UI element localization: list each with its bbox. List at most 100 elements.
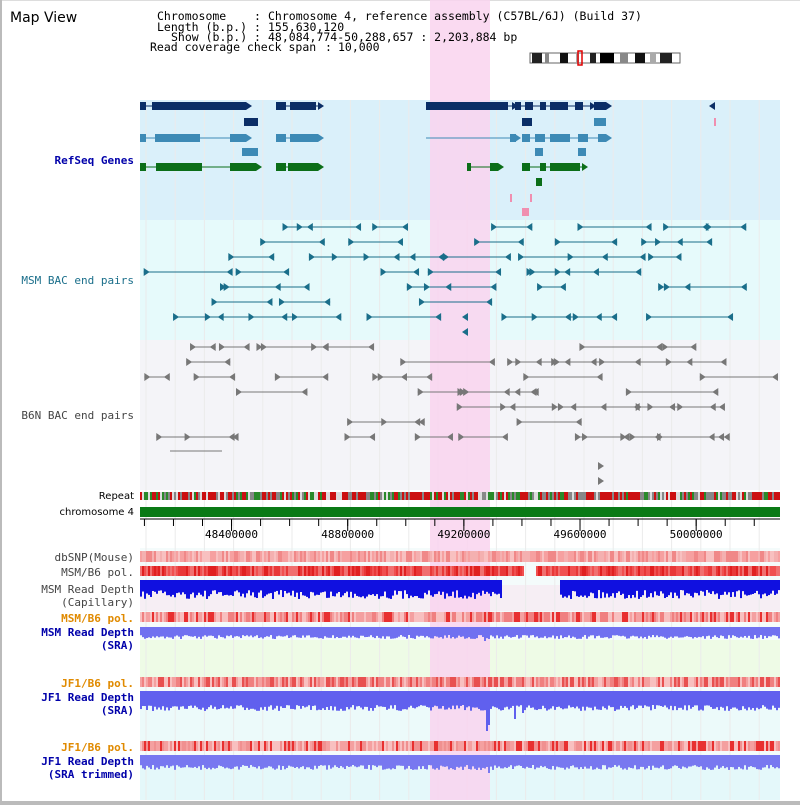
jf1-depth-sra-bar	[738, 691, 740, 711]
msm-b6-pol-strip	[656, 566, 658, 576]
msm-depth-capillary-bar	[400, 580, 402, 592]
jf1-depth-sra-bar	[408, 691, 410, 708]
jf1-b6-pol-strip	[162, 677, 164, 687]
msm-depth-sra-bar	[300, 627, 302, 638]
jf1-depth-trimmed-bar	[434, 755, 436, 770]
dbsnp-strip	[530, 551, 532, 562]
msm-b6-pol-2-strip	[454, 612, 456, 622]
dbsnp-strip	[768, 551, 770, 562]
repeat-segment	[578, 492, 580, 500]
dbsnp-strip	[654, 551, 656, 562]
jf1-depth-sra-bar	[534, 691, 536, 710]
msm-b6-pol-2-strip	[472, 612, 474, 622]
msm-b6-pol-2-strip	[742, 612, 744, 622]
jf1-depth-trimmed-bar	[264, 755, 266, 768]
dbsnp-strip	[658, 551, 660, 562]
jf1-depth-trimmed-bar	[522, 755, 524, 768]
msm-depth-sra-bar	[302, 627, 304, 636]
repeat-segment	[598, 492, 600, 500]
msm-depth-sra-bar	[360, 627, 362, 636]
repeat-segment	[432, 492, 434, 500]
msm-b6-pol-strip	[440, 566, 442, 576]
msm-b6-pol-strip	[734, 566, 736, 576]
msm-depth-sra-bar	[314, 627, 316, 638]
jf1-depth-trimmed-bar	[156, 755, 158, 768]
msm-bac-end-marker	[143, 268, 150, 276]
repeat-segment	[624, 492, 626, 500]
msm-b6-pol-strip	[344, 566, 346, 576]
dbsnp-strip	[290, 551, 292, 562]
msm-b6-pol-strip	[510, 566, 512, 576]
jf1-b6-pol-strip	[690, 677, 692, 687]
jf1-b6-pol-strip	[776, 677, 778, 687]
msm-b6-pol-2-strip	[370, 612, 372, 622]
repeat-segment	[444, 492, 446, 500]
repeat-segment	[200, 492, 202, 500]
jf1-depth-trimmed-bar	[422, 755, 424, 767]
jf1-b6-pol-2-strip	[200, 741, 202, 751]
msm-b6-pol-strip	[390, 566, 392, 576]
repeat-segment	[604, 492, 606, 500]
msm-b6-pol-strip	[216, 566, 218, 576]
msm-b6-pol-strip	[492, 566, 494, 576]
jf1-b6-pol-strip	[586, 677, 588, 687]
repeat-segment	[406, 492, 408, 500]
msm-b6-pol-strip	[552, 566, 554, 576]
b6n-bac-end-marker	[274, 373, 281, 381]
msm-depth-sra-bar	[246, 627, 248, 636]
jf1-b6-pol-strip	[204, 677, 206, 687]
jf1-depth-sra-bar	[378, 691, 380, 707]
msm-depth-capillary-bar	[646, 580, 648, 598]
jf1-b6-pol-2-strip	[370, 741, 372, 751]
msm-b6-pol-2-strip	[564, 612, 566, 622]
msm-b6-pol-strip	[164, 566, 166, 576]
msm-b6-pol-2-strip	[168, 612, 170, 622]
jf1-depth-sra-bar	[514, 691, 516, 719]
msm-b6-pol-strip	[560, 566, 562, 576]
jf1-depth-trimmed-bar	[610, 755, 612, 768]
jf1-b6-pol-2-strip	[614, 741, 616, 751]
jf1-depth-sra-bar	[246, 691, 248, 708]
msm-depth-capillary-bar	[148, 580, 150, 595]
msm-b6-pol-strip	[760, 566, 762, 576]
repeat-segment	[658, 492, 660, 500]
jf1-b6-pol-2-strip	[438, 741, 440, 751]
jf1-depth-sra-bar	[622, 691, 624, 708]
msm-b6-pol-strip	[290, 566, 292, 576]
jf1-b6-pol-strip	[210, 677, 212, 687]
msm-bac-end-marker	[418, 298, 425, 306]
dbsnp-strip	[428, 551, 430, 562]
axis-tick-label: 50000000	[670, 528, 723, 541]
msm-depth-sra-bar	[390, 627, 392, 639]
b6n-bac-end-marker	[596, 373, 603, 381]
dbsnp-strip	[694, 551, 696, 562]
dbsnp-strip	[146, 551, 148, 562]
jf1-b6-pol-strip	[364, 677, 366, 687]
msm-depth-capillary-bar	[708, 580, 710, 593]
jf1-depth-sra-bar	[150, 691, 152, 706]
jf1-depth-sra-bar	[224, 691, 226, 709]
msm-depth-sra-bar	[418, 627, 420, 637]
jf1-b6-pol-2-strip	[474, 741, 476, 751]
msm-b6-pol-2-strip	[332, 612, 334, 622]
msm-b6-pol-2-strip	[416, 612, 418, 622]
jf1-depth-trimmed-bar	[558, 755, 560, 768]
jf1-b6-pol-2-strip	[224, 741, 226, 751]
msm-b6-pol-strip	[772, 566, 774, 576]
msm-b6-pol-strip	[548, 566, 550, 576]
msm-b6-pol-strip	[450, 566, 452, 576]
repeat-segment	[726, 492, 728, 500]
jf1-b6-pol-strip	[510, 677, 512, 687]
msm-depth-sra-bar	[570, 627, 572, 639]
jf1-depth-trimmed-bar	[776, 755, 778, 768]
msm-b6-pol-2-strip	[142, 612, 144, 622]
msm-b6-pol-2-strip	[262, 612, 264, 622]
jf1-b6-pol-strip	[464, 677, 466, 687]
msm-b6-pol-strip	[586, 566, 588, 576]
dbsnp-strip	[362, 551, 364, 562]
jf1-b6-pol-strip	[408, 677, 410, 687]
msm-b6-pol-strip	[436, 566, 438, 576]
msm-b6-pol-strip	[674, 566, 676, 576]
msm-b6-pol-2-strip	[222, 612, 224, 622]
